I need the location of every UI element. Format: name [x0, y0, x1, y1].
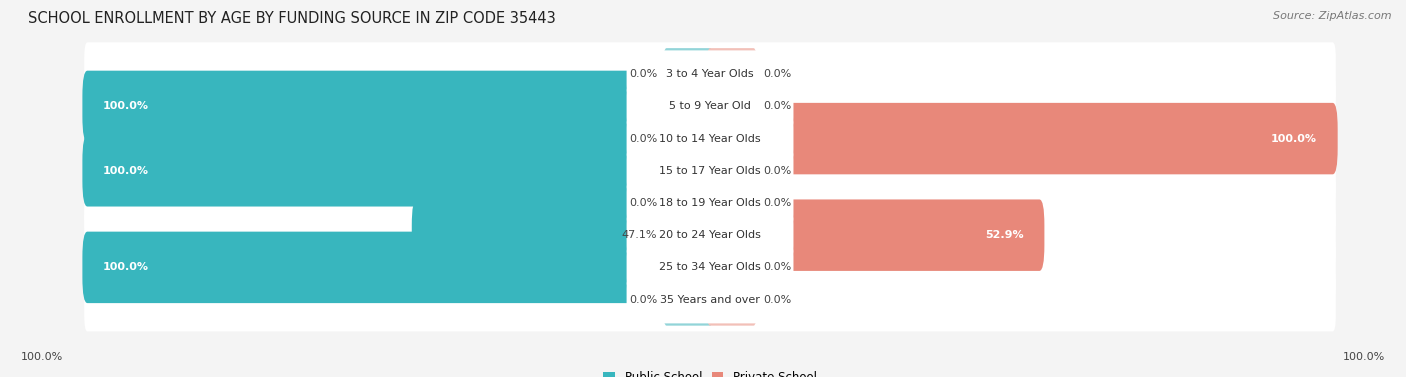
- FancyBboxPatch shape: [84, 107, 1336, 170]
- FancyBboxPatch shape: [627, 115, 793, 162]
- Text: 0.0%: 0.0%: [763, 294, 792, 305]
- FancyBboxPatch shape: [83, 231, 716, 303]
- FancyBboxPatch shape: [84, 75, 1336, 138]
- Text: 100.0%: 100.0%: [1271, 133, 1317, 144]
- FancyBboxPatch shape: [664, 48, 713, 100]
- Text: 100.0%: 100.0%: [21, 352, 63, 362]
- Text: 15 to 17 Year Olds: 15 to 17 Year Olds: [659, 166, 761, 176]
- Text: 5 to 9 Year Old: 5 to 9 Year Old: [669, 101, 751, 112]
- FancyBboxPatch shape: [664, 177, 713, 229]
- FancyBboxPatch shape: [627, 211, 793, 259]
- Text: 20 to 24 Year Olds: 20 to 24 Year Olds: [659, 230, 761, 240]
- FancyBboxPatch shape: [84, 268, 1336, 331]
- FancyBboxPatch shape: [627, 147, 793, 195]
- Text: 3 to 4 Year Olds: 3 to 4 Year Olds: [666, 69, 754, 79]
- FancyBboxPatch shape: [627, 276, 793, 323]
- Text: 100.0%: 100.0%: [103, 262, 149, 272]
- Text: 100.0%: 100.0%: [1343, 352, 1385, 362]
- Text: 0.0%: 0.0%: [763, 69, 792, 79]
- FancyBboxPatch shape: [627, 83, 793, 130]
- FancyBboxPatch shape: [664, 112, 713, 165]
- FancyBboxPatch shape: [707, 177, 756, 229]
- FancyBboxPatch shape: [707, 48, 756, 100]
- FancyBboxPatch shape: [664, 273, 713, 326]
- FancyBboxPatch shape: [412, 199, 716, 271]
- Text: 0.0%: 0.0%: [763, 101, 792, 112]
- FancyBboxPatch shape: [83, 70, 716, 142]
- Text: 25 to 34 Year Olds: 25 to 34 Year Olds: [659, 262, 761, 272]
- FancyBboxPatch shape: [84, 236, 1336, 299]
- Text: 0.0%: 0.0%: [628, 294, 657, 305]
- FancyBboxPatch shape: [84, 139, 1336, 203]
- Text: 0.0%: 0.0%: [763, 166, 792, 176]
- Text: 18 to 19 Year Olds: 18 to 19 Year Olds: [659, 198, 761, 208]
- FancyBboxPatch shape: [84, 171, 1336, 235]
- FancyBboxPatch shape: [83, 135, 716, 207]
- Text: 35 Years and over: 35 Years and over: [659, 294, 761, 305]
- Text: 52.9%: 52.9%: [986, 230, 1024, 240]
- Text: Source: ZipAtlas.com: Source: ZipAtlas.com: [1274, 11, 1392, 21]
- FancyBboxPatch shape: [707, 273, 756, 326]
- Text: 0.0%: 0.0%: [628, 198, 657, 208]
- FancyBboxPatch shape: [707, 80, 756, 132]
- FancyBboxPatch shape: [704, 103, 1337, 174]
- Text: SCHOOL ENROLLMENT BY AGE BY FUNDING SOURCE IN ZIP CODE 35443: SCHOOL ENROLLMENT BY AGE BY FUNDING SOUR…: [28, 11, 555, 26]
- Legend: Public School, Private School: Public School, Private School: [599, 366, 821, 377]
- FancyBboxPatch shape: [84, 203, 1336, 267]
- Text: 47.1%: 47.1%: [621, 230, 657, 240]
- Text: 0.0%: 0.0%: [628, 69, 657, 79]
- Text: 0.0%: 0.0%: [763, 262, 792, 272]
- Text: 100.0%: 100.0%: [103, 101, 149, 112]
- FancyBboxPatch shape: [707, 241, 756, 293]
- Text: 0.0%: 0.0%: [763, 198, 792, 208]
- Text: 100.0%: 100.0%: [103, 166, 149, 176]
- FancyBboxPatch shape: [627, 244, 793, 291]
- FancyBboxPatch shape: [704, 199, 1045, 271]
- FancyBboxPatch shape: [627, 179, 793, 227]
- Text: 10 to 14 Year Olds: 10 to 14 Year Olds: [659, 133, 761, 144]
- FancyBboxPatch shape: [627, 51, 793, 98]
- Text: 0.0%: 0.0%: [628, 133, 657, 144]
- FancyBboxPatch shape: [84, 42, 1336, 106]
- FancyBboxPatch shape: [707, 145, 756, 197]
